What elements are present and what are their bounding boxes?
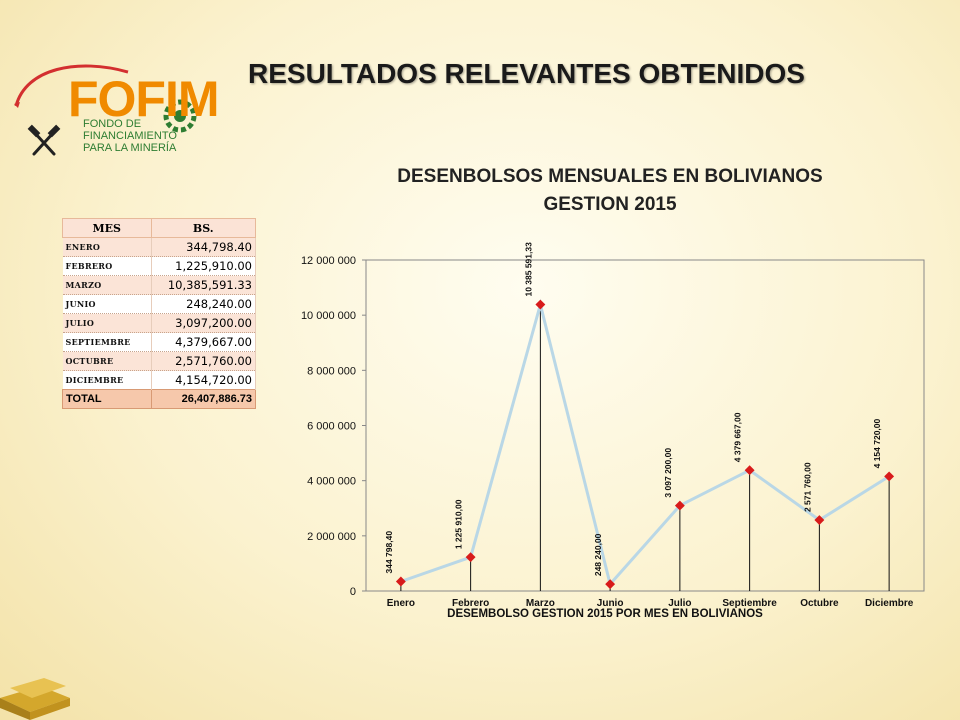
x-tick-label: Octubre [800,598,839,609]
table-row: JUNIO 248,240.00 [62,294,256,314]
row-month: ENERO [62,237,152,257]
x-axis-title: DESEMBOLSO GESTION 2015 POR MES EN BOLIV… [447,608,763,620]
data-label: 10 385 591,33 [523,242,533,297]
fofim-logo-graphic [14,64,197,156]
data-point [535,299,546,310]
logo-subtitle-line-3: PARA LA MINERÍA [83,142,177,154]
data-point [674,500,685,511]
chart-title: DESENBOLSOS MENSUALES EN BOLIVIANOS GEST… [300,163,920,219]
table-row: MARZO 10,385,591.33 [62,275,256,295]
y-tick-label: 4 000 000 [307,476,356,488]
x-tick-label: Febrero [452,598,489,609]
table-row: OCTUBRE 2,571,760.00 [62,351,256,371]
table-row: FEBRERO 1,225,910.00 [62,256,256,276]
chart-title-line-2: GESTION 2015 [543,194,677,215]
data-point [605,579,616,590]
total-amount: 26,407,886.73 [150,389,256,409]
table-row: DICIEMBRE 4,154,720.00 [62,370,256,390]
main-title: RESULTADOS RELEVANTES OBTENIDOS [248,58,805,89]
logo-subtitle-line-1: FONDO DE [83,118,142,130]
logo-wordmark: FOFIM [68,71,220,127]
y-tick-label: 0 [350,586,356,598]
row-month: MARZO [62,275,152,295]
series-line [400,298,890,588]
row-month: JUNIO [62,294,152,314]
row-month: FEBRERO [62,256,152,276]
y-tick-label: 6 000 000 [307,421,356,433]
y-tick-label: 12 000 000 [301,255,356,267]
x-tick-label: Julio [668,598,691,609]
disbursement-line-chart: 0 2 000 000 4 000 000 6 000 000 8 000 000 10 … [301,242,925,620]
y-tick-label: 8 000 000 [307,365,356,377]
row-amount: 1,225,910.00 [151,256,256,276]
data-point [744,465,755,476]
y-tick-label: 2 000 000 [307,531,356,543]
data-label: 4 379 667,00 [733,412,743,462]
row-amount: 3,097,200.00 [151,313,256,333]
table-row: SEPTIEMBRE 4,379,667.00 [62,332,256,352]
row-amount: 2,571,760.00 [151,351,256,371]
row-month: SEPTIEMBRE [62,332,152,352]
plot-area-frame [365,259,925,592]
x-tick-label: Junio [597,598,624,609]
fofim-logo: FOFIM FONDO DE FINANCIAMIENTO PARA LA MI… [8,60,220,170]
table-total-row: TOTAL 26,407,886.73 [62,389,256,409]
data-point [814,515,825,526]
row-amount: 10,385,591.33 [151,275,256,295]
data-point [465,552,476,563]
row-amount: 4,379,667.00 [151,332,256,352]
row-month: OCTUBRE [62,351,152,371]
x-tick-label: Diciembre [865,598,914,609]
row-amount: 4,154,720.00 [151,370,256,390]
y-tick-label: 10 000 000 [301,310,356,322]
data-point [395,576,406,587]
chart-title-line-1: DESENBOLSOS MENSUALES EN BOLIVIANOS [397,166,823,187]
disbursement-table: MES BS. ENERO 344,798.40 FEBRERO 1,225,9… [62,218,256,409]
data-label: 1 225 910,00 [454,499,464,549]
table-row: JULIO 3,097,200.00 [62,313,256,333]
table-row: ENERO 344,798.40 [62,237,256,257]
row-month: JULIO [62,313,152,333]
row-amount: 248,240.00 [151,294,256,314]
header-bs: BS. [150,218,256,238]
total-label: TOTAL [62,389,152,409]
logo-subtitle-line-2: FINANCIAMIENTO [83,130,177,142]
x-tick-label: Marzo [526,598,555,609]
table-header-row: MES BS. [62,218,256,238]
row-amount: 344,798.40 [151,237,256,257]
data-point [884,471,895,482]
x-tick-label: Septiembre [722,598,777,609]
data-label: 4 154 720,00 [872,418,882,468]
data-label: 3 097 200,00 [663,448,673,498]
header-mes: MES [62,218,152,238]
data-label: 344 798,40 [384,531,394,574]
row-month: DICIEMBRE [62,370,152,390]
data-label: 2 571 760,00 [802,462,812,512]
gold-bars-icon [0,678,70,720]
data-label: 248 240,00 [593,533,603,576]
x-tick-label: Enero [387,598,415,609]
